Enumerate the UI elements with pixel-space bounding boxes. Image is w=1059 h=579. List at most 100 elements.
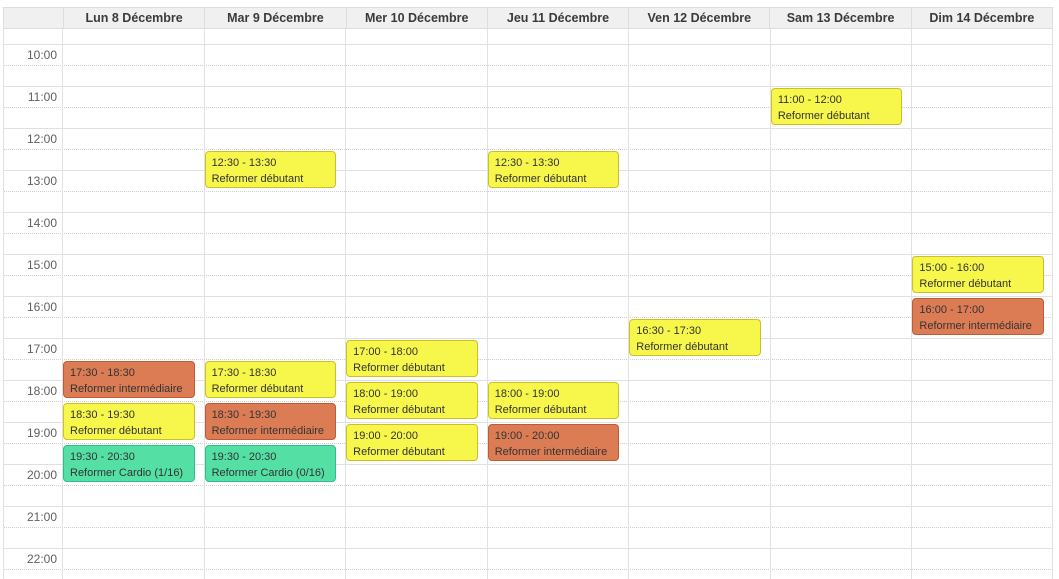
- event-time-range: 17:00 - 18:00: [353, 346, 418, 358]
- half-hour-line: [3, 317, 1053, 318]
- time-label: 10:00: [26, 48, 57, 62]
- event-time-range: 12:30 - 13:30: [211, 157, 277, 169]
- hour-line: [3, 86, 1053, 87]
- event-title: Reformer débutant: [636, 341, 728, 353]
- calendar-event[interactable]: 18:00 - 19:00 Reformer débutant: [346, 382, 478, 419]
- time-label: 19:00: [26, 426, 57, 440]
- event-time-range: 18:00 - 19:00: [353, 388, 418, 400]
- week-calendar: Lun 8 Décembre Mar 9 Décembre Mer 10 Décem…: [3, 7, 1053, 579]
- calendar-event[interactable]: 11:00 - 12:00 Reformer débutant: [770, 88, 903, 125]
- calendar-event[interactable]: 17:00 - 18:00 Reformer débutant: [346, 340, 478, 377]
- event-time-range: 18:30 - 19:30: [211, 409, 277, 421]
- time-label: 17:00: [26, 342, 57, 356]
- time-label: 22:00: [26, 552, 57, 566]
- calendar-event[interactable]: 19:30 - 20:30 Reformer Cardio (1/16): [63, 445, 195, 482]
- half-hour-line: [3, 107, 1053, 108]
- hour-line: [3, 254, 1053, 255]
- event-time-range: 16:30 - 17:30: [636, 325, 702, 337]
- calendar-event[interactable]: 18:00 - 19:00 Reformer débutant: [487, 382, 620, 419]
- column-line: [3, 29, 4, 579]
- time-label: 20:00: [26, 468, 57, 482]
- event-time-range: 11:00 - 12:00: [777, 94, 842, 106]
- event-title: Reformer débutant: [211, 173, 304, 185]
- day-header: Jeu 11 Décembre: [486, 8, 628, 28]
- hour-line: [3, 296, 1053, 297]
- half-hour-line: [3, 191, 1053, 192]
- time-gutter-header: [4, 8, 63, 28]
- event-time-range: 19:00 - 20:00: [494, 430, 560, 442]
- half-hour-line: [3, 149, 1053, 150]
- event-title: Reformer débutant: [353, 362, 445, 374]
- day-header: Mar 9 Décembre: [204, 8, 345, 28]
- hour-line: [3, 380, 1053, 381]
- hour-line: [3, 44, 1053, 45]
- event-time-range: 18:30 - 19:30: [70, 409, 135, 421]
- event-time-range: 18:00 - 19:00: [494, 388, 560, 400]
- hour-line: [3, 506, 1053, 507]
- calendar-grid: 10:00 11:00 12:00 13:00 14:00 15:00 16:00 17:00…: [3, 29, 1053, 579]
- hour-line: [3, 422, 1053, 423]
- day-header: Sam 13 Décembre: [769, 8, 910, 28]
- event-title: Reformer débutant: [777, 110, 870, 122]
- half-hour-line: [3, 569, 1053, 570]
- event-time-range: 17:30 - 18:30: [211, 367, 277, 379]
- calendar-event[interactable]: 19:00 - 20:00 Reformer intermédiaire: [487, 424, 620, 461]
- event-title: Reformer intermédiaire: [919, 320, 1032, 332]
- calendar-event[interactable]: 12:30 - 13:30 Reformer débutant: [487, 151, 620, 188]
- half-hour-line: [3, 527, 1053, 528]
- calendar-event[interactable]: 16:00 - 17:00 Reformer intermédiaire: [912, 298, 1044, 335]
- calendar-event[interactable]: 16:30 - 17:30 Reformer débutant: [629, 319, 761, 356]
- calendar-event[interactable]: 19:30 - 20:30 Reformer Cardio (0/16): [204, 445, 337, 482]
- event-time-range: 19:30 - 20:30: [211, 451, 277, 463]
- event-title: Reformer débutant: [70, 425, 162, 437]
- half-hour-line: [3, 65, 1053, 66]
- event-time-range: 12:30 - 13:30: [494, 157, 560, 169]
- calendar-event[interactable]: 18:30 - 19:30 Reformer intermédiaire: [204, 403, 337, 440]
- column-line: [486, 29, 488, 579]
- hour-line: [3, 548, 1053, 549]
- event-title: Reformer Cardio (0/16): [211, 467, 325, 479]
- calendar-event[interactable]: 18:30 - 19:30 Reformer débutant: [63, 403, 195, 440]
- day-header: Ven 12 Décembre: [628, 8, 769, 28]
- column-line: [628, 29, 630, 579]
- half-hour-line: [3, 275, 1053, 276]
- event-time-range: 15:00 - 16:00: [919, 262, 985, 274]
- day-header: Dim 14 Décembre: [910, 8, 1052, 28]
- event-title: Reformer débutant: [353, 404, 445, 416]
- column-line: [62, 29, 63, 579]
- column-line: [769, 29, 771, 579]
- day-header: Mer 10 Décembre: [345, 8, 487, 28]
- event-time-range: 19:00 - 20:00: [353, 430, 418, 442]
- calendar-event[interactable]: 12:30 - 13:30 Reformer débutant: [204, 151, 337, 188]
- event-time-range: 17:30 - 18:30: [70, 367, 135, 379]
- event-title: Reformer intermédiaire: [70, 383, 183, 395]
- time-label: 13:00: [26, 174, 57, 188]
- half-hour-line: [3, 233, 1053, 234]
- event-title: Reformer débutant: [353, 446, 445, 458]
- event-title: Reformer débutant: [919, 278, 1012, 290]
- column-line: [1052, 29, 1053, 579]
- day-header-row: Lun 8 Décembre Mar 9 Décembre Mer 10 Décem…: [3, 7, 1053, 29]
- time-label: 18:00: [26, 384, 57, 398]
- calendar-event[interactable]: 19:00 - 20:00 Reformer débutant: [346, 424, 478, 461]
- event-title: Reformer intermédiaire: [494, 446, 608, 458]
- time-label: 11:00: [27, 90, 57, 104]
- time-label: 14:00: [26, 216, 57, 230]
- event-title: Reformer débutant: [211, 383, 304, 395]
- column-line: [345, 29, 347, 579]
- event-title: Reformer débutant: [494, 404, 587, 416]
- event-time-range: 19:30 - 20:30: [70, 451, 135, 463]
- event-time-range: 16:00 - 17:00: [919, 304, 985, 316]
- calendar-event[interactable]: 17:30 - 18:30 Reformer intermédiaire: [63, 361, 195, 398]
- calendar-event[interactable]: 15:00 - 16:00 Reformer débutant: [912, 256, 1044, 293]
- calendar-event[interactable]: 17:30 - 18:30 Reformer débutant: [204, 361, 337, 398]
- time-label: 15:00: [26, 258, 57, 272]
- hour-line: [3, 128, 1053, 129]
- time-label: 21:00: [26, 510, 57, 524]
- event-title: Reformer débutant: [494, 173, 587, 185]
- hour-line: [3, 212, 1053, 213]
- column-line: [911, 29, 913, 579]
- column-line: [203, 29, 205, 579]
- hour-line: [3, 338, 1053, 339]
